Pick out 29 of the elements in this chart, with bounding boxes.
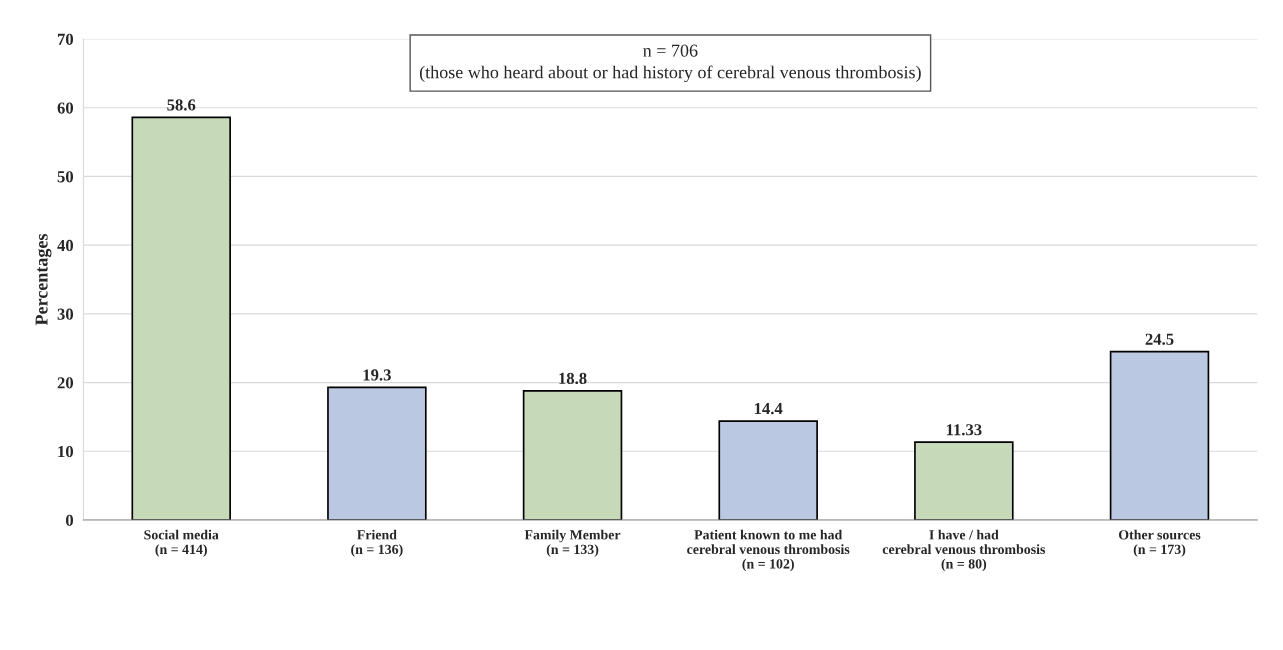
x-tick-label: Patient known to me had cerebral venous thrombosis (n = 102): [687, 529, 850, 572]
y-axis-title: Percentages: [35, 233, 52, 326]
bar: [327, 386, 427, 520]
y-tick-label: 70: [57, 33, 74, 45]
y-tick-label: 10: [58, 445, 74, 458]
x-tick-label: Social media (n = 414): [144, 529, 219, 557]
y-tick-label: 20: [57, 377, 74, 389]
data-label: 58.6: [167, 99, 196, 111]
x-tick-label: Family Member (n = 133): [524, 529, 621, 557]
y-tick-label: 50: [57, 171, 74, 183]
data-label: 18.8: [559, 372, 587, 385]
data-label: 24.5: [1145, 333, 1174, 345]
x-tick-label: Friend (n = 136): [351, 529, 403, 557]
x-tick-label: I have / had cerebral venous thrombosis (n = 80): [882, 529, 1046, 572]
data-label: 19.3: [363, 369, 391, 381]
x-tick-label: Other sources (n = 173): [1118, 529, 1201, 557]
bar: [1109, 350, 1210, 520]
y-tick-label: 60: [57, 102, 74, 114]
y-tick-label: 0: [65, 514, 74, 526]
annotation: n = 706: [643, 44, 698, 57]
bar: [718, 420, 818, 520]
bar: [914, 441, 1014, 520]
annotation: (those who heard about or had history of cerebral venous thrombosis): [419, 65, 921, 83]
y-tick-label: 40: [57, 239, 74, 252]
data-label: 11.33: [946, 424, 982, 436]
y-tick-label: 30: [57, 308, 74, 320]
bar: [131, 116, 231, 520]
data-label: 14.4: [754, 403, 783, 415]
bar: [522, 389, 623, 520]
